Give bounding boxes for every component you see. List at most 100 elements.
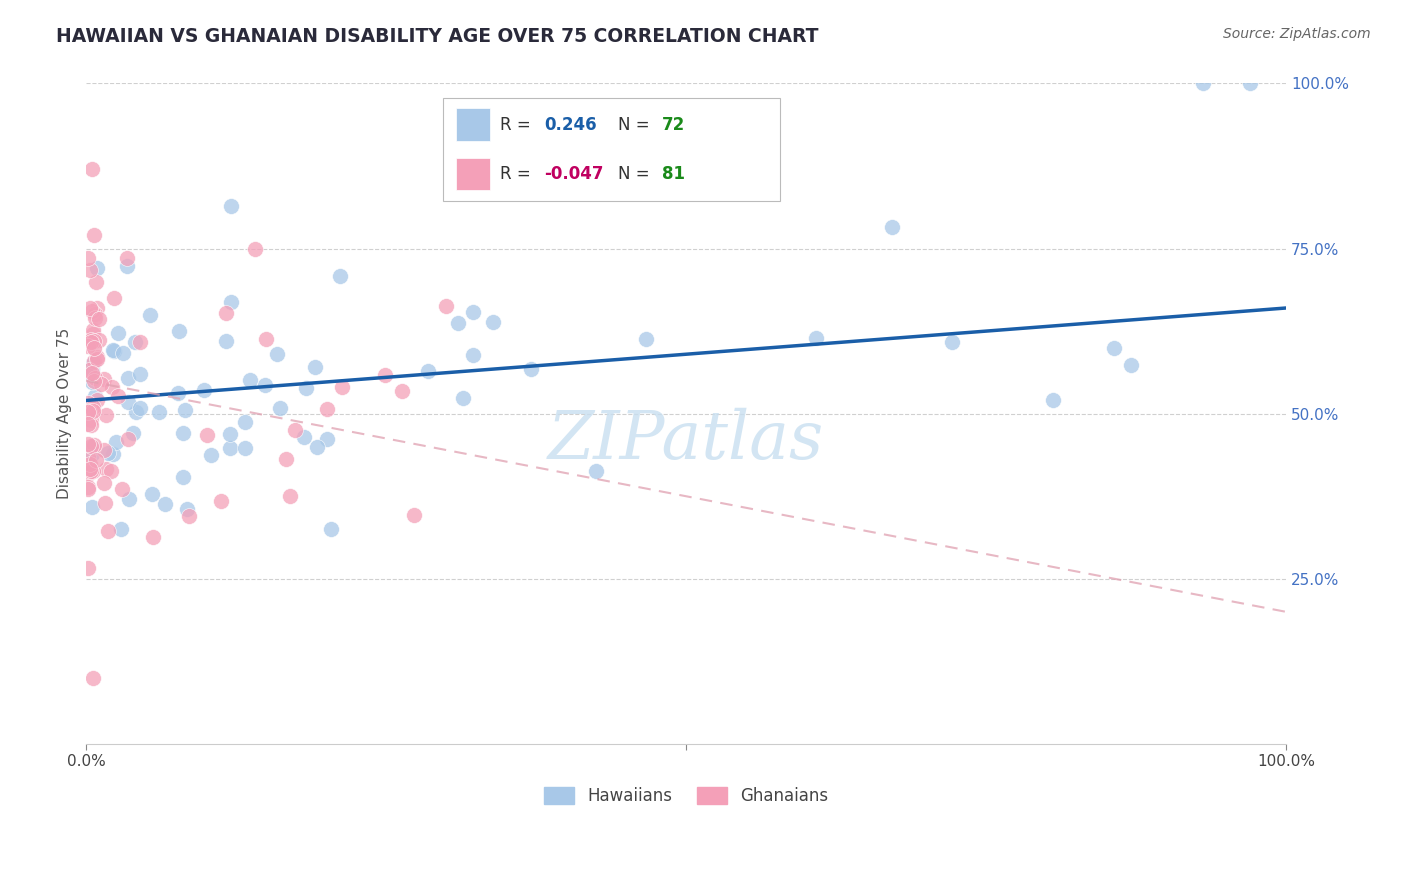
Point bbox=[82, 671, 104, 685]
Point bbox=[219, 426, 242, 441]
Point bbox=[117, 432, 139, 446]
Point bbox=[77, 482, 100, 496]
Point bbox=[83, 370, 105, 384]
Point bbox=[96, 445, 118, 459]
Point bbox=[1102, 341, 1125, 355]
Point bbox=[84, 453, 107, 467]
Point bbox=[461, 348, 484, 362]
Point bbox=[82, 327, 104, 342]
Point bbox=[77, 404, 100, 418]
FancyBboxPatch shape bbox=[457, 109, 491, 141]
Point bbox=[77, 480, 100, 494]
Point bbox=[94, 408, 117, 422]
Text: -0.047: -0.047 bbox=[544, 165, 603, 183]
Point bbox=[233, 415, 256, 429]
Point bbox=[319, 522, 342, 536]
Point bbox=[447, 316, 470, 330]
Text: ZIPatlas: ZIPatlas bbox=[548, 408, 824, 473]
Point bbox=[107, 326, 129, 341]
Point bbox=[86, 352, 108, 367]
Point bbox=[176, 502, 198, 516]
Point bbox=[585, 464, 607, 478]
Point bbox=[86, 261, 108, 276]
Point bbox=[80, 367, 103, 381]
Point bbox=[941, 335, 963, 350]
Point bbox=[254, 378, 277, 392]
Point bbox=[1042, 393, 1064, 408]
Point bbox=[80, 464, 103, 478]
Point bbox=[463, 305, 485, 319]
Point bbox=[94, 496, 117, 510]
Point bbox=[80, 162, 103, 177]
Point bbox=[193, 384, 215, 398]
Point bbox=[84, 389, 107, 403]
Point bbox=[93, 443, 115, 458]
Point bbox=[107, 389, 129, 403]
Point bbox=[77, 251, 100, 265]
Point bbox=[243, 242, 266, 256]
Point bbox=[294, 381, 316, 395]
Point bbox=[86, 392, 108, 407]
Point bbox=[121, 426, 143, 441]
Point bbox=[97, 524, 120, 539]
Point bbox=[316, 432, 339, 446]
Text: Source: ZipAtlas.com: Source: ZipAtlas.com bbox=[1223, 27, 1371, 41]
Point bbox=[200, 449, 222, 463]
Point bbox=[129, 335, 152, 350]
Point bbox=[101, 380, 124, 394]
Point bbox=[153, 498, 176, 512]
Point bbox=[634, 332, 657, 346]
Point bbox=[218, 442, 240, 456]
Point bbox=[79, 334, 101, 349]
Point bbox=[77, 437, 100, 451]
Point bbox=[274, 452, 297, 467]
Point bbox=[142, 530, 165, 544]
Point bbox=[83, 307, 105, 321]
Point bbox=[129, 367, 152, 381]
Point bbox=[77, 339, 100, 353]
Text: 0.246: 0.246 bbox=[544, 116, 596, 134]
Point bbox=[115, 251, 138, 265]
Point bbox=[101, 343, 124, 357]
Point bbox=[80, 362, 103, 376]
Point bbox=[93, 475, 115, 490]
Point bbox=[138, 308, 160, 322]
Point bbox=[166, 386, 188, 401]
Point bbox=[315, 402, 337, 417]
Point bbox=[103, 291, 125, 305]
Point bbox=[416, 364, 439, 378]
Point bbox=[117, 371, 139, 385]
FancyBboxPatch shape bbox=[457, 158, 491, 190]
Text: N =: N = bbox=[619, 165, 655, 183]
Point bbox=[100, 464, 122, 478]
Point bbox=[404, 508, 426, 522]
Point bbox=[1239, 77, 1261, 91]
Point bbox=[82, 403, 104, 417]
Point bbox=[215, 334, 238, 348]
Point bbox=[84, 275, 107, 289]
Point bbox=[172, 425, 194, 440]
Point bbox=[115, 259, 138, 273]
Point bbox=[80, 333, 103, 347]
Point bbox=[177, 508, 200, 523]
Point bbox=[80, 441, 103, 455]
Point bbox=[374, 368, 396, 382]
Point bbox=[80, 418, 103, 433]
Point bbox=[86, 301, 108, 315]
Point bbox=[94, 462, 117, 476]
Point bbox=[307, 441, 329, 455]
Point bbox=[266, 347, 288, 361]
Point bbox=[77, 450, 100, 464]
Point bbox=[80, 439, 103, 453]
Text: HAWAIIAN VS GHANAIAN DISABILITY AGE OVER 75 CORRELATION CHART: HAWAIIAN VS GHANAIAN DISABILITY AGE OVER… bbox=[56, 27, 818, 45]
Point bbox=[80, 375, 103, 389]
Point bbox=[80, 447, 103, 461]
Point bbox=[83, 374, 105, 388]
Point bbox=[1192, 77, 1215, 91]
Point bbox=[79, 461, 101, 475]
Point bbox=[93, 372, 115, 386]
Point bbox=[172, 469, 194, 483]
Point bbox=[167, 324, 190, 338]
Point bbox=[80, 413, 103, 427]
Y-axis label: Disability Age Over 75: Disability Age Over 75 bbox=[58, 328, 72, 500]
